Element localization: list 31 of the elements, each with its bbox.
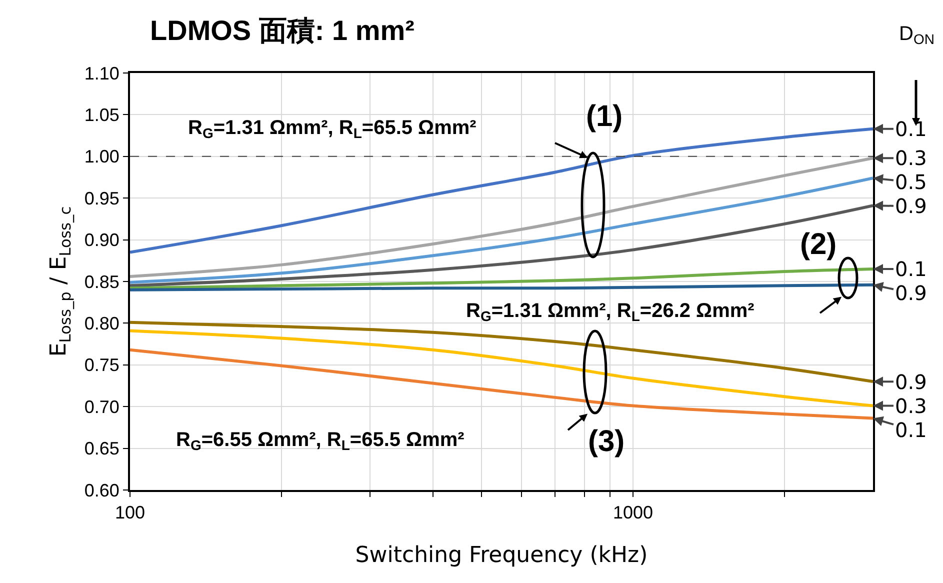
y-tick-label: 0.60	[84, 480, 120, 500]
x-axis-title: Switching Frequency (kHz)	[355, 543, 648, 568]
series-label: 0.1	[895, 418, 927, 442]
series-label: 0.3	[895, 394, 927, 418]
y-tick-label: 1.00	[84, 146, 120, 167]
y-tick-label: 0.95	[84, 188, 120, 208]
series-label: 0.3	[895, 146, 927, 170]
series-label: 0.9	[895, 194, 927, 218]
y-tick-label: 0.80	[84, 314, 120, 334]
series-label: 0.1	[895, 257, 927, 281]
annotation: R$_{G}$=1.31 Ωmm², R$_{L}$=26.2 Ωmm²	[466, 300, 755, 324]
y-tick-label: 0.70	[84, 396, 120, 417]
series-label: 0.9	[895, 281, 927, 305]
x-tick-label: 100	[114, 502, 146, 523]
annotation: R$_{G}$=1.31 Ωmm², R$_{L}$=65.5 Ωmm²	[188, 117, 477, 142]
y-tick-label: 1.05	[84, 105, 120, 125]
chart-title: LDMOS 面積: 1 mm²	[150, 14, 414, 46]
series-label: 0.1	[895, 117, 927, 141]
annotation: R$_{G}$=6.55 Ωmm², R$_{L}$=65.5 Ωmm²	[176, 429, 465, 454]
y-tick-label: 0.90	[84, 230, 120, 250]
x-tick-label: 1000	[612, 502, 654, 523]
series-label: 0.9	[895, 370, 927, 394]
y-tick-label: 0.65	[84, 438, 120, 459]
annotation: (2)	[800, 228, 837, 261]
annotation: (3)	[588, 425, 625, 458]
y-tick-label: 1.10	[84, 63, 120, 84]
y-tick-label: 0.75	[84, 355, 120, 376]
y-tick-label: 0.85	[84, 272, 120, 292]
annotation: (1)	[586, 100, 623, 133]
legend-title: D$_{ON}$	[899, 23, 934, 48]
series-label: 0.5	[895, 170, 927, 194]
